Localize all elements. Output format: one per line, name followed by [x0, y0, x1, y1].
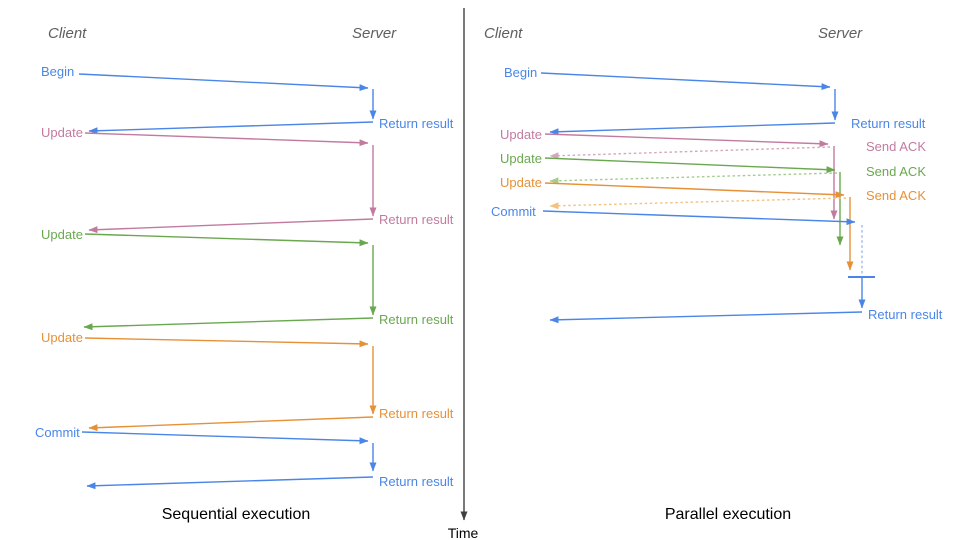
time-axis: Time: [448, 8, 479, 540]
ack-arrow: [549, 172, 838, 185]
ack-arrow: [549, 197, 847, 210]
par-step-update-2: Update Send ACK: [500, 151, 926, 246]
response-arrow: [86, 476, 374, 490]
response-arrow: [88, 121, 374, 135]
par-step-begin: Begin Return result: [504, 65, 926, 136]
request-label: Update: [500, 151, 542, 166]
sequential-client-label: Client: [48, 25, 87, 42]
time-axis-label: Time: [448, 525, 479, 540]
parallel-server-label: Server: [818, 25, 863, 42]
request-arrow: [84, 132, 369, 147]
response-label: Return result: [868, 307, 943, 322]
sequential-title: Sequential execution: [162, 506, 311, 523]
seq-step-begin: Begin Return result: [41, 64, 454, 135]
par-step-commit: Commit Return result: [491, 204, 943, 324]
response-label: Return result: [379, 212, 454, 227]
seq-step-update-2: Update Return result: [41, 227, 454, 331]
response-label: Return result: [379, 116, 454, 131]
response-arrow: [549, 122, 836, 136]
request-arrow: [84, 337, 369, 348]
request-label: Commit: [35, 425, 80, 440]
response-label: Return result: [379, 474, 454, 489]
parallel-diagram: Client Server Begin Return result Update…: [484, 25, 943, 523]
response-label: Return result: [851, 116, 926, 131]
request-arrow: [540, 72, 831, 91]
request-label: Update: [41, 227, 83, 242]
request-arrow: [544, 182, 845, 199]
seq-step-update-3: Update Return result: [41, 330, 454, 432]
response-arrow: [88, 416, 374, 432]
response-arrow: [549, 311, 863, 324]
request-label: Update: [500, 175, 542, 190]
response-arrow: [83, 317, 374, 331]
request-label: Update: [41, 330, 83, 345]
request-label: Commit: [491, 204, 536, 219]
request-label: Begin: [504, 65, 537, 80]
response-arrow: [88, 218, 374, 234]
parallel-title: Parallel execution: [665, 506, 791, 523]
request-arrow: [78, 73, 369, 92]
response-label: Return result: [379, 312, 454, 327]
request-arrow: [544, 157, 836, 174]
request-label: Update: [500, 127, 542, 142]
request-label: Begin: [41, 64, 74, 79]
request-arrow: [84, 233, 369, 247]
par-step-update-3: Update Send ACK: [500, 175, 926, 271]
seq-step-commit: Commit Return result: [35, 425, 454, 490]
seq-step-update-1: Update Return result: [41, 125, 454, 234]
response-label: Return result: [379, 406, 454, 421]
response-label: Send ACK: [866, 139, 926, 154]
sequential-server-label: Server: [352, 25, 397, 42]
par-step-update-1: Update Send ACK: [500, 127, 926, 220]
request-arrow: [542, 210, 856, 226]
ack-arrow: [549, 146, 831, 160]
request-arrow: [81, 431, 369, 445]
response-label: Send ACK: [866, 188, 926, 203]
response-label: Send ACK: [866, 164, 926, 179]
parallel-client-label: Client: [484, 25, 523, 42]
sequential-diagram: Client Server Begin Return result Update…: [35, 25, 454, 523]
request-label: Update: [41, 125, 83, 140]
request-arrow: [544, 133, 829, 148]
